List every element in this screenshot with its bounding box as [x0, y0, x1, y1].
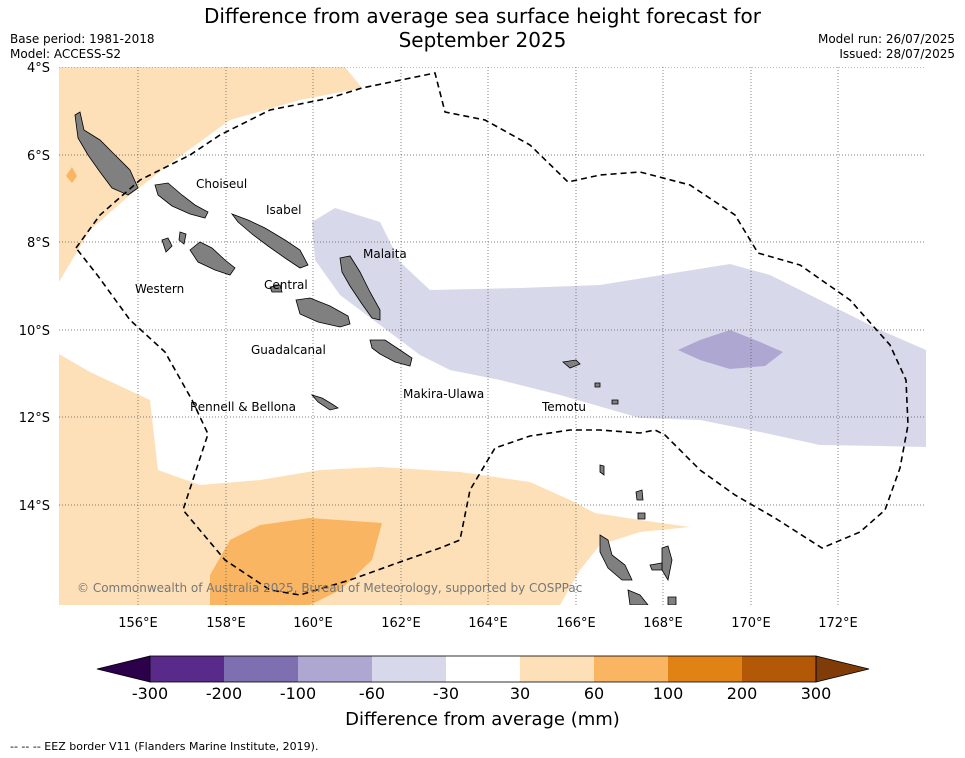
colorbar-label: Difference from average (mm) — [345, 709, 620, 730]
title-line-1: Difference from average sea surface heig… — [203, 4, 762, 28]
region-label-malaita: Malaita — [363, 247, 407, 261]
colorbar-bin-1 — [150, 656, 224, 682]
colorbar-tick-7: 60 — [584, 684, 604, 703]
model-run: Model run: 26/07/2025 — [817, 32, 955, 46]
lat-tick-12s: 12°S — [19, 411, 50, 426]
island-vanuatu-north-3 — [661, 545, 673, 582]
colorbar-tick-9: 200 — [727, 684, 758, 703]
meta-left: Base period: 1981-2018 Model: ACCESS-S2 — [10, 32, 155, 62]
lon-tick-164e: 164°E — [468, 616, 508, 631]
island-vanuatu-north-4 — [649, 562, 663, 571]
island-tiny-4 — [667, 596, 677, 605]
island-choiseul — [154, 182, 209, 219]
island-new-georgia — [189, 241, 236, 276]
map-title: Difference from average sea surface heig… — [0, 4, 965, 52]
region-label-temotu: Temotu — [541, 400, 586, 414]
lon-tick-158e: 158°E — [206, 616, 246, 631]
title-line-2: September 2025 — [398, 28, 567, 52]
anomaly-region-positive-top-left — [59, 67, 362, 282]
region-label-isabel: Isabel — [266, 203, 301, 217]
colorbar-under-arrow — [96, 655, 151, 683]
island-makira — [369, 339, 413, 367]
island-santa-cruz — [562, 359, 581, 369]
island-ranongga — [178, 231, 187, 245]
island-tiny-1 — [594, 382, 601, 388]
lat-tick-8s: 8°S — [27, 236, 50, 251]
base-period: Base period: 1981-2018 — [10, 32, 155, 46]
island-tiny-3 — [637, 512, 646, 520]
island-rennell — [310, 394, 339, 411]
region-label-rennell-bellona: Rennell & Bellona — [190, 400, 296, 414]
island-torres — [599, 464, 605, 476]
island-banks — [635, 489, 644, 501]
lon-tick-170e: 170°E — [731, 616, 771, 631]
island-bougainville — [74, 111, 139, 196]
colorbar-tick-5: -30 — [433, 684, 459, 703]
island-tiny-2 — [611, 399, 619, 405]
colorbar-bin-5 — [446, 656, 520, 682]
lon-tick-172e: 172°E — [818, 616, 858, 631]
lat-tick-14s: 14°S — [19, 499, 50, 514]
copyright-notice: © Commonwealth of Australia 2025, Bureau… — [77, 581, 582, 595]
lon-tick-156e: 156°E — [118, 616, 158, 631]
colorbar-tick-8: 100 — [653, 684, 684, 703]
island-vanuatu-north-2 — [627, 589, 649, 605]
colorbar-tick-2: -200 — [206, 684, 242, 703]
meta-right: Model run: 26/07/2025 Issued: 28/07/2025 — [818, 32, 955, 62]
island-isabel — [230, 213, 309, 269]
colorbar-bin-6 — [520, 656, 594, 682]
region-label-western: Western — [135, 282, 184, 296]
region-label-central: Central — [264, 278, 308, 292]
colorbar-bin-3 — [298, 656, 372, 682]
anomaly-region-positive-small — [66, 167, 77, 183]
lat-tick-10s: 10°S — [19, 324, 50, 339]
eez-footnote: -- -- -- EEZ border V11 (Flanders Marine… — [10, 740, 319, 753]
model-name: Model: ACCESS-S2 — [10, 47, 122, 61]
colorbar — [96, 655, 870, 683]
region-label-choiseul: Choiseul — [196, 177, 247, 191]
colorbar-tick-6: 30 — [510, 684, 530, 703]
lon-tick-162e: 162°E — [381, 616, 421, 631]
anomaly-region-positive-bottom — [59, 354, 690, 605]
region-label-guadalcanal: Guadalcanal — [251, 343, 326, 357]
colorbar-frame — [149, 655, 817, 683]
colorbar-bin-8 — [668, 656, 742, 682]
lon-tick-160e: 160°E — [293, 616, 333, 631]
colorbar-tick-3: -100 — [280, 684, 316, 703]
colorbar-bin-7 — [594, 656, 668, 682]
island-malaita — [339, 255, 381, 321]
anomaly-region-positive-bottom-core — [210, 518, 382, 605]
colorbar-bin-2 — [224, 656, 298, 682]
region-label-makira-ulawa: Makira-Ulawa — [403, 387, 484, 401]
issued-date: Issued: 28/07/2025 — [839, 47, 955, 61]
island-vella — [161, 237, 173, 253]
colorbar-tick-10: 300 — [801, 684, 832, 703]
lat-tick-4s: 4°S — [27, 61, 50, 76]
lon-tick-166e: 166°E — [556, 616, 596, 631]
colorbar-over-arrow — [815, 655, 870, 683]
lon-tick-168e: 168°E — [643, 616, 683, 631]
eez-border — [74, 72, 909, 596]
islands — [74, 111, 677, 605]
colorbar-bin-9 — [742, 656, 816, 682]
lat-tick-6s: 6°S — [27, 149, 50, 164]
colorbar-bin-4 — [372, 656, 446, 682]
anomaly-region-negative-core — [678, 330, 783, 369]
colorbar-tick-4: -60 — [359, 684, 385, 703]
gridlines — [59, 67, 926, 605]
island-central — [269, 284, 283, 293]
anomaly-region-negative-band — [312, 208, 926, 447]
island-vanuatu-north-1 — [599, 534, 633, 581]
map-plot-area: Choiseul Isabel Malaita Western Central … — [59, 67, 926, 605]
colorbar-tick-1: -300 — [132, 684, 168, 703]
island-guadalcanal — [295, 297, 351, 328]
